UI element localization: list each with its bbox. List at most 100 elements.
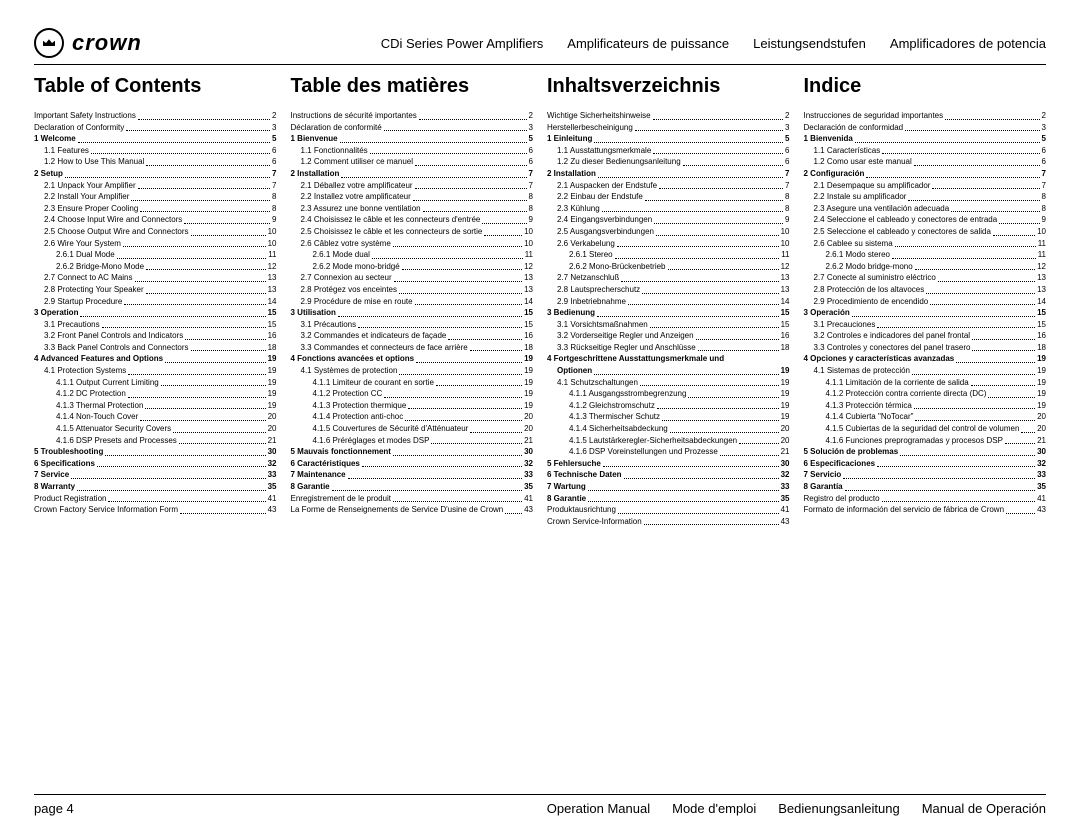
toc-leader <box>97 458 266 468</box>
toc-row: 4.1.6 DSP Presets and Processes21 <box>34 435 277 447</box>
toc-leader <box>720 446 779 456</box>
toc-leader <box>436 377 522 387</box>
toc-label: 2.6.1 Mode dual <box>313 249 370 261</box>
toc-label: 5 Solución de problemas <box>804 446 899 458</box>
toc-page: 8 <box>785 203 789 215</box>
toc-row: 2.6.1 Modo stereo11 <box>804 249 1047 261</box>
toc-page: 41 <box>268 493 277 505</box>
toc-leader <box>370 145 527 155</box>
toc-leader <box>140 411 265 421</box>
toc-page: 3 <box>529 122 533 134</box>
toc-leader <box>138 110 270 120</box>
toc-leader <box>358 319 522 329</box>
toc-row: 1 Welcome5 <box>34 133 277 145</box>
toc-row: 2.2 Installez votre amplificateur8 <box>291 191 534 203</box>
toc-leader <box>408 400 522 410</box>
toc-page: 6 <box>529 156 533 168</box>
toc-page: 7 <box>529 168 533 180</box>
toc-label: 3.2 Commandes et indicateurs de façade <box>301 330 447 342</box>
toc-leader <box>402 261 522 271</box>
toc-label: 1.1 Características <box>814 145 881 157</box>
toc-label: 4.1 Schutzschaltungen <box>557 377 638 389</box>
toc-page: 5 <box>785 133 789 145</box>
toc-row: 8 Warranty35 <box>34 481 277 493</box>
toc-leader <box>179 435 266 445</box>
toc-leader <box>597 307 779 317</box>
toc-row: 6 Specifications32 <box>34 458 277 470</box>
toc-leader <box>882 145 1039 155</box>
toc-label: Crown Service-Information <box>547 516 642 528</box>
toc-label: 2.2 Einbau der Endstufe <box>557 191 643 203</box>
toc-row: 7 Wartung33 <box>547 481 790 493</box>
toc-page: 8 <box>785 191 789 203</box>
toc-label: 4.1.2 Protection CC <box>313 388 383 400</box>
toc-leader <box>956 353 1035 363</box>
toc-leader <box>340 133 527 143</box>
toc-page: 14 <box>1037 296 1046 308</box>
toc-leader <box>415 156 527 166</box>
toc-label: 2.8 Protección de los altavoces <box>814 284 925 296</box>
toc-row: Instrucciones de seguridad importantes2 <box>804 110 1047 122</box>
toc-page: 19 <box>268 377 277 389</box>
toc-row: Crown Factory Service Information Form43 <box>34 504 277 516</box>
toc-row: 8 Garantía35 <box>804 481 1047 493</box>
toc-label: 4 Opciones y características avanzadas <box>804 353 955 365</box>
toc-row: 2.2 Instale su amplificador8 <box>804 191 1047 203</box>
toc-row: 4.1.3 Thermischer Schutz19 <box>547 411 790 423</box>
toc-label: Produktausrichtung <box>547 504 616 516</box>
toc-leader <box>341 168 526 178</box>
toc-leader <box>908 191 1039 201</box>
toc-row: 2.6 Cablee su sistema11 <box>804 238 1047 250</box>
toc-leader <box>126 122 270 132</box>
toc-label: 4.1 Protection Systems <box>44 365 126 377</box>
toc-leader <box>617 238 779 248</box>
toc-label: 3.1 Vorsichtsmaßnahmen <box>557 319 648 331</box>
toc-page: 7 <box>785 180 789 192</box>
toc-label: 4.1.1 Limitación de la corriente de sali… <box>826 377 969 389</box>
toc-page: 15 <box>781 319 790 331</box>
toc-page: 8 <box>1042 191 1046 203</box>
toc-label: 1 Einleitung <box>547 133 592 145</box>
toc-row: 3.2 Vorderseitige Regler und Anzeigen16 <box>547 330 790 342</box>
toc-leader <box>78 133 270 143</box>
toc-label: 2.9 Startup Procedure <box>44 296 122 308</box>
toc-leader <box>393 238 522 248</box>
toc-page: 6 <box>272 156 276 168</box>
toc-row: Declaración de conformidad3 <box>804 122 1047 134</box>
toc-page: 3 <box>1042 122 1046 134</box>
toc-page: 11 <box>781 249 789 261</box>
toc-label: Registro del producto <box>804 493 880 505</box>
toc-page: 13 <box>524 284 533 296</box>
toc-page: 33 <box>524 469 533 481</box>
toc-row: 5 Mauvais fonctionnement30 <box>291 446 534 458</box>
toc-page: 6 <box>1042 156 1046 168</box>
toc-leader <box>393 446 522 456</box>
toc-label: 4.1.3 Protection thermique <box>313 400 407 412</box>
toc-leader <box>877 319 1035 329</box>
toc-row: 8 Garantie35 <box>547 493 790 505</box>
toc-row: 2.7 Netzanschluß13 <box>547 272 790 284</box>
toc-page: 19 <box>524 388 533 400</box>
toc-page: 2 <box>529 110 533 122</box>
toc-row: 2.1 Desempaque su amplificador7 <box>804 180 1047 192</box>
toc-label: Declaration of Conformity <box>34 122 124 134</box>
column-title: Inhaltsverzeichnis <box>547 75 790 98</box>
toc-leader <box>930 296 1035 306</box>
toc-row: 2.9 Procédure de mise en route14 <box>291 296 534 308</box>
header: crown CDi Series Power AmpliﬁersAmpliﬁca… <box>34 28 1046 65</box>
toc-row: 3.1 Precauciones15 <box>804 319 1047 331</box>
toc-label: 3.3 Controles y conectores del panel tra… <box>814 342 971 354</box>
toc-page: 13 <box>781 284 790 296</box>
toc-label: 4.1.2 DC Protection <box>56 388 126 400</box>
toc-page: 14 <box>268 296 277 308</box>
toc-label: 2.6 Cablee su sistema <box>814 238 893 250</box>
toc-page: 16 <box>268 330 277 342</box>
toc-row: 3 Operation15 <box>34 307 277 319</box>
toc-leader <box>399 365 522 375</box>
toc-label: 2.4 Choisissez le câble et les connecteu… <box>301 214 481 226</box>
toc-row: 2.5 Ausgangsverbindungen10 <box>547 226 790 238</box>
toc-leader <box>971 377 1035 387</box>
toc-row: Declaration of Conformity3 <box>34 122 277 134</box>
toc-row: 1.1 Features6 <box>34 145 277 157</box>
toc-row: 2.4 Choose Input Wire and Connectors9 <box>34 214 277 226</box>
